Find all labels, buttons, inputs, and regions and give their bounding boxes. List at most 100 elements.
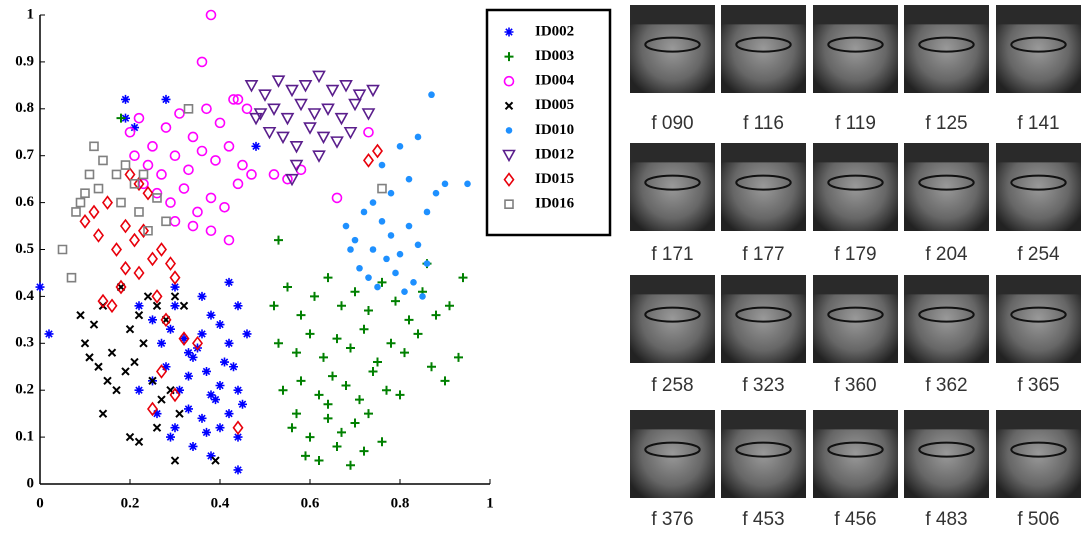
point (305, 432, 315, 442)
point (84, 169, 95, 180)
point (147, 251, 158, 267)
face-caption: f 204 (925, 244, 968, 265)
point (121, 94, 130, 104)
face-caption: f 179 (834, 244, 876, 265)
face-hair (813, 410, 898, 430)
point (276, 131, 290, 145)
legend-marker (505, 127, 513, 134)
point (292, 348, 301, 358)
point (125, 325, 135, 334)
point (215, 320, 225, 330)
point (134, 301, 144, 311)
y-tick-label: 0.7 (15, 147, 34, 163)
point (152, 423, 162, 432)
point (395, 390, 405, 400)
face-glasses (918, 441, 975, 458)
point (111, 169, 122, 180)
point (94, 362, 103, 371)
point (211, 395, 220, 405)
face-caption: f 258 (651, 375, 693, 396)
point (157, 395, 166, 404)
point (224, 409, 234, 419)
face-hair (721, 5, 806, 25)
point (364, 305, 373, 315)
point (192, 335, 203, 351)
series (57, 104, 387, 283)
point (125, 432, 135, 442)
point (106, 298, 118, 314)
point (232, 178, 244, 190)
point (373, 357, 382, 367)
legend-marker (504, 199, 514, 209)
point (350, 287, 360, 297)
point (410, 279, 417, 286)
point (205, 192, 217, 204)
face-hair (721, 143, 806, 163)
point (378, 161, 386, 169)
point (152, 301, 162, 310)
point (175, 409, 184, 418)
point (274, 235, 283, 245)
x-tick-label: 0.6 (301, 495, 320, 511)
point (328, 371, 337, 381)
point (165, 197, 176, 208)
point (88, 204, 100, 220)
point (323, 413, 333, 423)
point (337, 427, 346, 437)
point (348, 98, 362, 112)
point (331, 192, 343, 204)
series (342, 91, 471, 300)
face-cell: f 506 (996, 410, 1081, 530)
point (184, 404, 193, 414)
point (102, 195, 113, 210)
point (202, 366, 211, 376)
point (377, 183, 387, 194)
point (233, 301, 243, 311)
face-hair (904, 275, 989, 295)
face-glasses (1010, 36, 1067, 53)
point (188, 441, 198, 451)
point (423, 208, 431, 216)
point (296, 376, 306, 386)
face-glasses (644, 36, 701, 53)
point (188, 352, 198, 362)
face-glasses (918, 306, 975, 323)
point (428, 91, 435, 99)
point (80, 339, 90, 348)
point (316, 131, 331, 145)
point (233, 385, 243, 395)
point (142, 185, 154, 201)
point (369, 246, 377, 253)
point (215, 381, 225, 391)
point (151, 289, 163, 304)
point (98, 155, 108, 166)
point (120, 260, 131, 276)
face-caption: f 483 (925, 509, 967, 530)
point (401, 288, 408, 296)
face-glasses (735, 441, 792, 458)
point (116, 197, 126, 208)
point (134, 437, 144, 446)
point (312, 70, 326, 84)
point (205, 9, 217, 21)
point (332, 334, 342, 344)
point (310, 291, 319, 301)
point (157, 338, 166, 348)
point (80, 188, 90, 199)
point (124, 167, 136, 182)
point (321, 103, 335, 116)
face-hair (813, 275, 898, 295)
point (289, 159, 304, 173)
point (169, 216, 181, 227)
face-hair (721, 410, 806, 430)
point (377, 277, 387, 287)
point (152, 409, 162, 419)
face-glasses (735, 174, 792, 191)
point (71, 207, 81, 217)
point (89, 141, 99, 152)
face-cell: f 125 (904, 5, 989, 134)
face-glasses (827, 174, 884, 191)
point (169, 387, 181, 403)
face-glasses (735, 306, 792, 323)
face-caption: f 141 (1017, 113, 1059, 134)
